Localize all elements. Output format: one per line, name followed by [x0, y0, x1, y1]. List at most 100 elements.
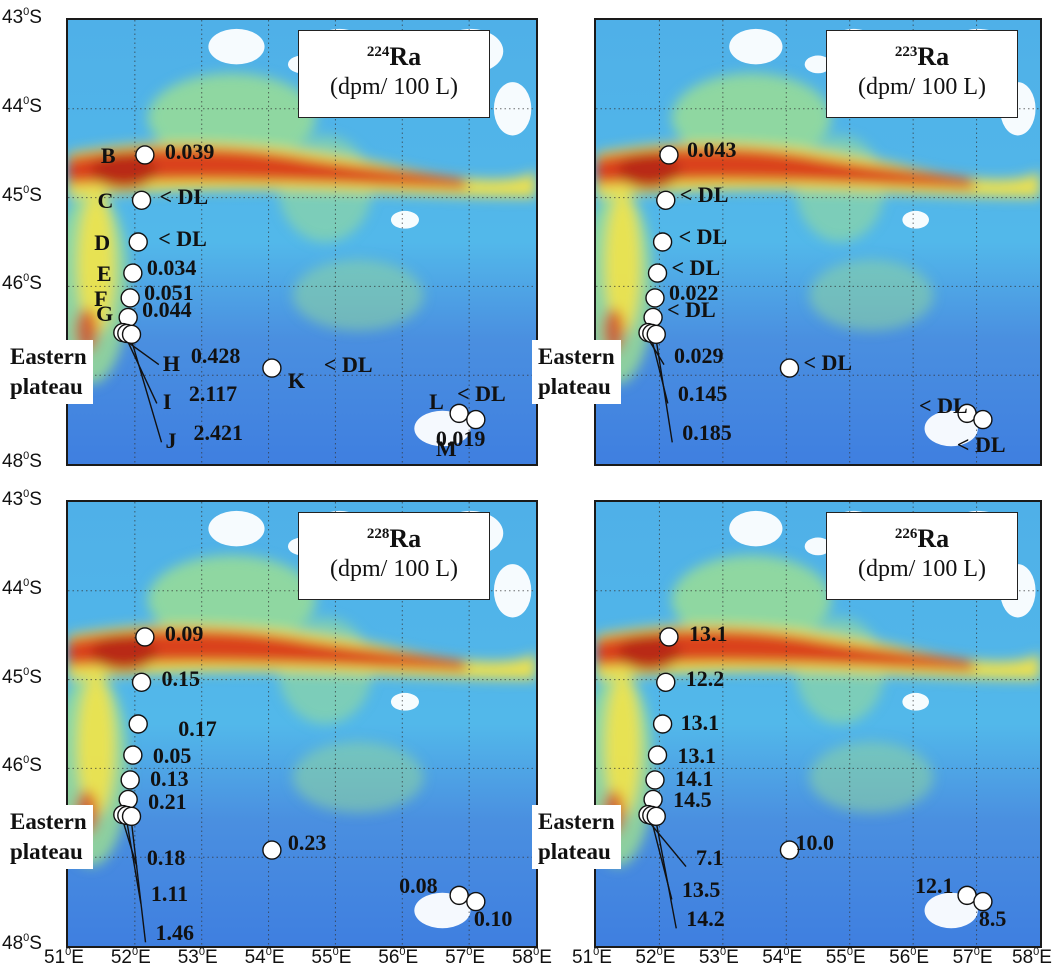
map-panel-ra224: B C D E F G H I J K L M 0.039 < DL < DL 0.034 0.051 0.044…	[66, 18, 538, 466]
lon-suffix: E	[599, 947, 612, 968]
station-marker-k	[262, 840, 282, 860]
lon-suffix: E	[138, 947, 151, 968]
lat-value: 48	[2, 451, 24, 472]
lat-suffix: S	[29, 273, 42, 295]
value-label-c: 0.15	[161, 666, 201, 692]
station-marker-d	[128, 714, 148, 734]
leader-line	[655, 822, 677, 929]
value-label-h: 0.428	[190, 342, 241, 368]
lat-value: 43	[2, 7, 24, 28]
legend-box: 226Ra (dpm/ 100 L)	[826, 512, 1018, 600]
lon-value: 55	[311, 947, 333, 968]
station-marker-f	[645, 288, 665, 308]
lon-label: 530E	[178, 946, 218, 969]
lon-value: 52	[110, 947, 132, 968]
degree-symbol: 0	[131, 946, 139, 958]
lon-suffix: E	[204, 947, 218, 968]
value-label-f: 14.1	[674, 765, 714, 791]
station-marker-m	[973, 409, 993, 430]
value-label-c: < DL	[679, 182, 729, 208]
legend-box: 224Ra (dpm/ 100 L)	[298, 30, 490, 118]
lon-suffix: E	[789, 947, 803, 968]
lat-value: 48	[2, 933, 24, 954]
value-label-b: 13.1	[688, 620, 728, 646]
station-marker-k	[779, 840, 800, 860]
degree-symbol: 0	[846, 946, 853, 958]
station-label-m: M	[435, 435, 457, 461]
value-label-l: < DL	[919, 393, 968, 419]
leader-line	[126, 339, 158, 404]
lon-suffix: E	[405, 947, 419, 968]
value-label-b: 0.09	[164, 620, 204, 646]
value-label-l: < DL	[457, 381, 506, 407]
station-marker-e	[647, 263, 668, 283]
leader-line	[122, 820, 138, 867]
station-marker-d	[652, 714, 673, 734]
value-label-g: 0.044	[142, 297, 192, 323]
degree-symbol: 0	[973, 946, 980, 958]
lat-suffix: S	[29, 451, 42, 472]
value-label-m: 0.10	[473, 905, 513, 931]
isotope-symbol: Ra	[917, 42, 950, 71]
lon-label: 540E	[245, 946, 285, 969]
eastern-plateau-label: Eastern plateau	[532, 805, 621, 869]
value-label-d: 13.1	[680, 710, 720, 735]
station-marker-l	[449, 403, 469, 424]
lon-value: 57	[445, 947, 467, 968]
degree-symbol: 0	[23, 488, 30, 500]
degree-symbol: 0	[910, 946, 917, 958]
isotope-mass: 226	[894, 526, 918, 542]
isotope-title: 226Ra	[827, 519, 1017, 554]
lon-label: 550E	[311, 946, 351, 969]
station-label-d: D	[94, 230, 111, 255]
lon-label: 510E	[572, 946, 612, 969]
value-label-j: 1.46	[155, 920, 195, 946]
isotope-mass: 224	[366, 44, 390, 60]
value-label-c: < DL	[159, 184, 209, 210]
lat-label: 430S	[2, 488, 42, 511]
lat-value: 43	[2, 489, 24, 510]
station-label-l: L	[429, 389, 444, 415]
lon-value: 56	[378, 947, 400, 968]
degree-symbol: 0	[198, 946, 205, 958]
lon-suffix: E	[539, 947, 552, 968]
legend-box: 223Ra (dpm/ 100 L)	[826, 30, 1018, 118]
lon-value: 53	[698, 947, 720, 968]
station-marker-k	[779, 358, 800, 378]
isotope-symbol: Ra	[917, 524, 950, 553]
degree-symbol: 0	[332, 946, 339, 958]
plateau-line-2: plateau	[538, 839, 611, 864]
lon-suffix: E	[852, 947, 866, 968]
value-label-d: < DL	[678, 224, 728, 249]
lat-suffix: S	[29, 577, 42, 599]
station-marker-b	[135, 145, 155, 165]
lat-label: 450S	[2, 184, 42, 207]
station-marker-e	[123, 745, 143, 765]
lat-value: 44	[2, 95, 24, 117]
station-marker-b	[659, 627, 679, 647]
station-marker-m	[466, 891, 486, 912]
lon-value: 51	[44, 947, 66, 968]
map-panel-ra228: 0.09 0.15 0.17 0.05 0.13 0.21 0.18 1.11 1.46 0.23…	[66, 500, 538, 948]
value-label-j: 2.421	[193, 420, 244, 446]
value-label-k: 10.0	[795, 830, 834, 856]
degree-symbol: 0	[1033, 946, 1040, 958]
isotope-mass: 223	[894, 44, 918, 60]
station-marker-b	[659, 145, 679, 165]
station-label-c: C	[97, 188, 114, 214]
map-panel-ra223: 0.043 < DL < DL < DL 0.022 < DL 0.029 0.145 0.18…	[594, 18, 1042, 466]
station-marker-b	[135, 627, 155, 647]
unit-label: (dpm/ 100 L)	[330, 556, 458, 582]
eastern-plateau-label: Eastern plateau	[532, 340, 621, 404]
value-label-g: 0.21	[148, 789, 187, 815]
station-marker-m	[973, 891, 993, 912]
degree-symbol: 0	[783, 946, 790, 958]
value-label-b: 0.039	[164, 138, 215, 164]
lon-label: 570E	[445, 946, 485, 969]
lat-suffix: S	[29, 184, 42, 206]
lon-suffix: E	[1039, 947, 1052, 968]
value-label-d: < DL	[158, 226, 207, 251]
value-label-e: 13.1	[677, 743, 717, 769]
station-marker-j	[121, 806, 142, 827]
degree-symbol: 0	[23, 272, 30, 285]
